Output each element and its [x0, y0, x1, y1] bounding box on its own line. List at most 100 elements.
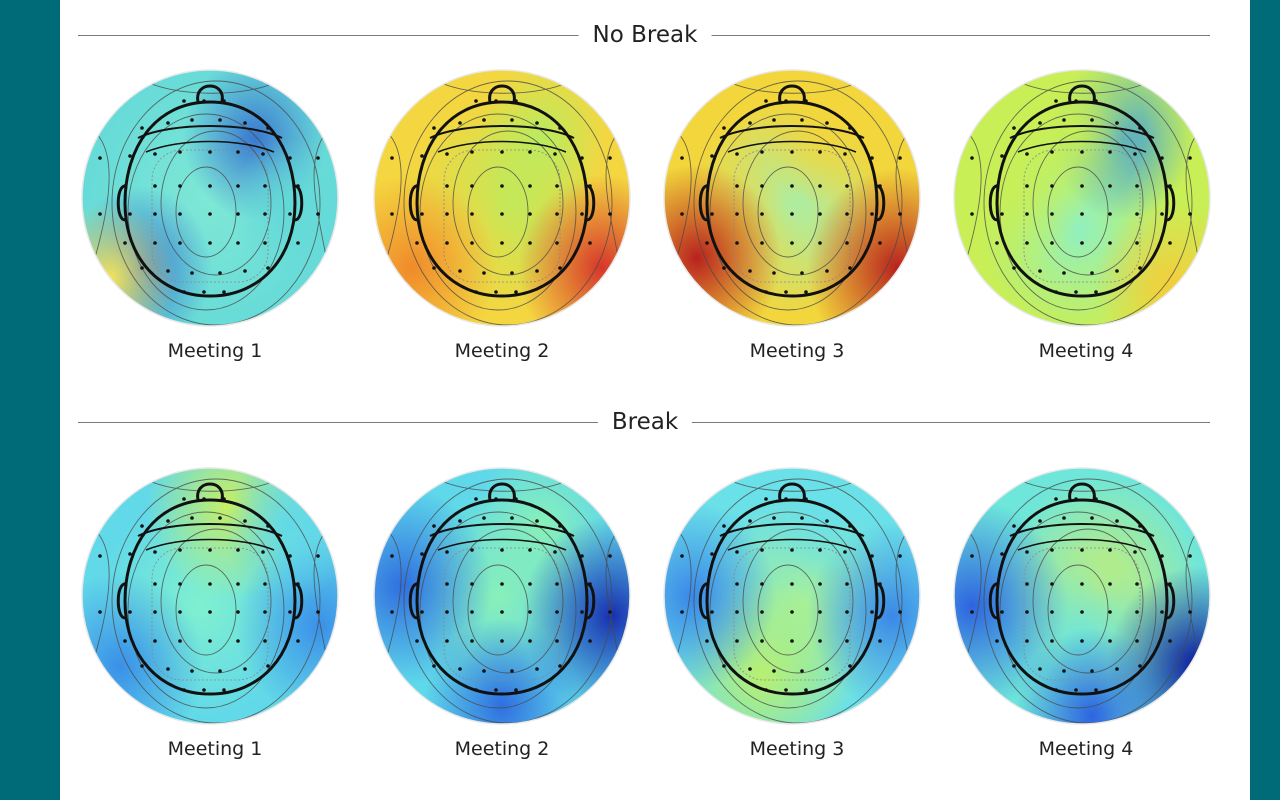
- electrode-dot: [98, 610, 102, 614]
- figure-panel: No Break Break Meeting 1 Meeting 2 Meeti…: [60, 0, 1250, 800]
- contour-line: [419, 113, 577, 311]
- electrode-dot: [458, 667, 462, 671]
- electrode-dot: [1054, 290, 1058, 294]
- electrode-dot: [722, 266, 726, 270]
- electrode-dot: [764, 497, 768, 501]
- label-no-break-meeting-4: Meeting 4: [1038, 340, 1134, 362]
- topomap-border: [953, 69, 1211, 327]
- head-contour: [705, 100, 879, 298]
- contour-line: [403, 478, 613, 724]
- brow-line: [727, 538, 857, 551]
- electrode-dot: [870, 156, 874, 160]
- electrodes: [970, 497, 1192, 692]
- electrode-dot: [710, 552, 714, 556]
- electrode-dot: [190, 271, 194, 275]
- electrode-dot: [1000, 610, 1004, 614]
- electrode-dot: [222, 290, 226, 294]
- heatmap-blob: [230, 138, 338, 278]
- electrode-dot: [500, 548, 504, 552]
- electrode-dot: [178, 212, 182, 216]
- left-ear: [116, 184, 126, 222]
- electrode-dot: [236, 582, 240, 586]
- electrode-dot: [735, 152, 739, 156]
- electrode-dot: [705, 582, 709, 586]
- electrode-dot: [236, 184, 240, 188]
- topomap-no-break-meeting-3: [663, 69, 921, 327]
- contour-line: [89, 525, 110, 667]
- electrode-dot: [555, 241, 559, 245]
- electrode-dot: [222, 99, 226, 103]
- electrode-dot: [178, 548, 182, 552]
- topomap-border: [81, 467, 339, 725]
- electrode-dot: [123, 241, 127, 245]
- electrode-dot: [680, 212, 684, 216]
- electrode-dot: [296, 184, 300, 188]
- electrode-dot: [1108, 548, 1112, 552]
- head-outline: [698, 482, 886, 696]
- contour-line: [983, 80, 1193, 326]
- topomap-break-meeting-2: [373, 467, 631, 725]
- electrode-dot: [236, 610, 240, 614]
- brow-line: [719, 523, 865, 537]
- electrode-dot: [1050, 241, 1054, 245]
- electrode-dot: [1135, 184, 1139, 188]
- electrode-dot: [760, 241, 764, 245]
- electrode-dot: [123, 184, 127, 188]
- electrode-dot: [288, 212, 292, 216]
- electrode-dot: [514, 688, 518, 692]
- electrode-dot: [722, 524, 726, 528]
- electrodes: [390, 497, 612, 692]
- electrode-dot: [1168, 639, 1172, 643]
- electrode-dot: [243, 519, 247, 523]
- electrode-dot: [1038, 121, 1042, 125]
- left-ear: [116, 582, 126, 620]
- electrode-dot: [445, 610, 449, 614]
- electrode-dot: [555, 212, 559, 216]
- contour-line: [419, 511, 577, 709]
- electrode-dot: [500, 150, 504, 154]
- electrode-dot: [316, 554, 320, 558]
- contour-line: [895, 525, 913, 667]
- electrode-dot: [588, 639, 592, 643]
- electrode-dot: [1012, 664, 1016, 668]
- electrode-dot: [153, 241, 157, 245]
- electrode-dot: [535, 519, 539, 523]
- electrode-dot: [123, 639, 127, 643]
- topomap-border: [663, 467, 921, 725]
- electrode-dot: [1074, 290, 1078, 294]
- electrode-dot: [870, 554, 874, 558]
- electrode-dot: [1094, 99, 1098, 103]
- electrode-dot: [818, 184, 822, 188]
- electrode-dot: [772, 669, 776, 673]
- electrode-dot: [898, 554, 902, 558]
- electrode-dot: [500, 610, 504, 614]
- electrode-dot: [1054, 99, 1058, 103]
- electrode-dot: [445, 184, 449, 188]
- topomap-border: [663, 69, 921, 327]
- electrode-dot: [1012, 266, 1016, 270]
- electrode-dot: [558, 524, 562, 528]
- electrode-dot: [1050, 639, 1054, 643]
- electrode-dot: [1062, 118, 1066, 122]
- electrode-dot: [208, 212, 212, 216]
- electrode-dot: [182, 688, 186, 692]
- topomap-no-break-meeting-1: [81, 69, 339, 327]
- electrode-dot: [825, 519, 829, 523]
- electrode-dot: [558, 664, 562, 668]
- electrode-dot: [140, 664, 144, 668]
- electrode-dot: [153, 212, 157, 216]
- electrode-dot: [494, 99, 498, 103]
- electrode-dot: [1050, 582, 1054, 586]
- electrode-dot: [510, 669, 514, 673]
- electrodes: [390, 99, 612, 294]
- label-no-break-meeting-3: Meeting 3: [749, 340, 845, 362]
- contour-line: [89, 127, 110, 269]
- electrode-dot: [1138, 266, 1142, 270]
- electrode-dot: [800, 271, 804, 275]
- electrodes: [98, 497, 320, 692]
- electrode-dot: [261, 152, 265, 156]
- electrode-dot: [500, 639, 504, 643]
- electrode-dot: [482, 669, 486, 673]
- electrode-dot: [202, 688, 206, 692]
- electrode-dot: [420, 212, 424, 216]
